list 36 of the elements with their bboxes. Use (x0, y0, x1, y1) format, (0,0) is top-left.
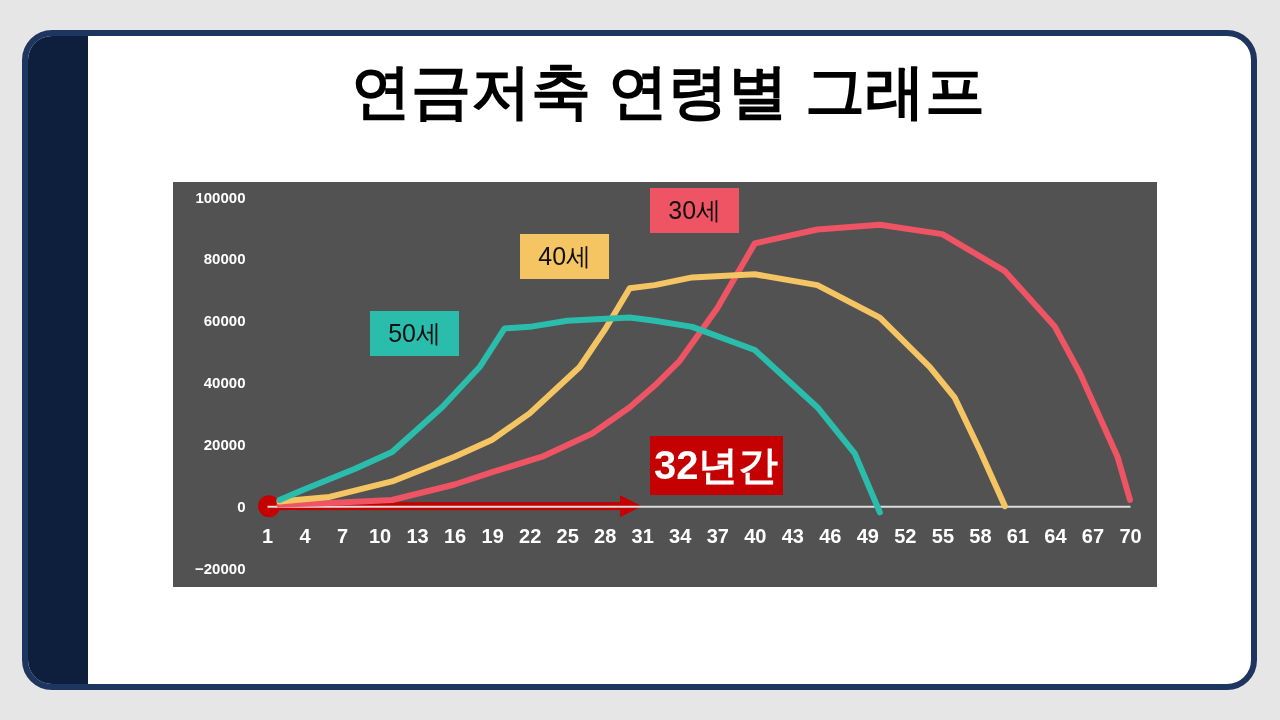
x-tick-label: 70 (1119, 524, 1142, 547)
y-tick-label: 100000 (195, 188, 246, 206)
x-tick-label: 19 (481, 524, 504, 547)
x-tick-label: 49 (856, 524, 879, 547)
x-tick-label: 52 (894, 524, 917, 547)
y-tick-label: 80000 (203, 250, 246, 268)
x-tick-label: 61 (1006, 524, 1030, 547)
x-tick-label: 55 (931, 524, 955, 547)
series-label: 50세 (370, 311, 460, 357)
x-tick-label: 40 (744, 524, 767, 547)
x-tick-label: 34 (669, 524, 693, 547)
annotation: 32년간 (650, 436, 783, 496)
x-tick-label: 4 (299, 524, 312, 547)
chart-title: 연금저축 연령별 그래프 (350, 57, 986, 127)
x-tick-label: 28 (594, 524, 617, 547)
x-tick-label: 46 (819, 524, 842, 547)
y-tick-label: −20000 (195, 559, 246, 577)
y-tick-label: 0 (237, 497, 246, 515)
x-tick-label: 43 (781, 524, 804, 547)
y-tick-label: 40000 (203, 374, 246, 391)
y-tick-label: 60000 (203, 312, 246, 330)
y-tick-label: 20000 (203, 435, 246, 453)
x-tick-label: 25 (556, 524, 579, 547)
x-tick-label: 64 (1044, 524, 1068, 547)
series-label: 30세 (650, 188, 740, 234)
x-tick-label: 1 (261, 524, 274, 547)
x-tick-label: 7 (336, 524, 349, 547)
x-tick-label: 22 (519, 524, 542, 547)
x-tick-label: 13 (406, 524, 429, 547)
series-label: 40세 (520, 233, 610, 279)
x-tick-label: 67 (1081, 524, 1105, 547)
x-tick-label: 31 (631, 524, 654, 547)
x-tick-label: 10 (368, 524, 392, 547)
x-tick-label: 16 (443, 524, 467, 547)
x-tick-label: 58 (969, 524, 992, 547)
x-tick-label: 37 (706, 524, 729, 547)
